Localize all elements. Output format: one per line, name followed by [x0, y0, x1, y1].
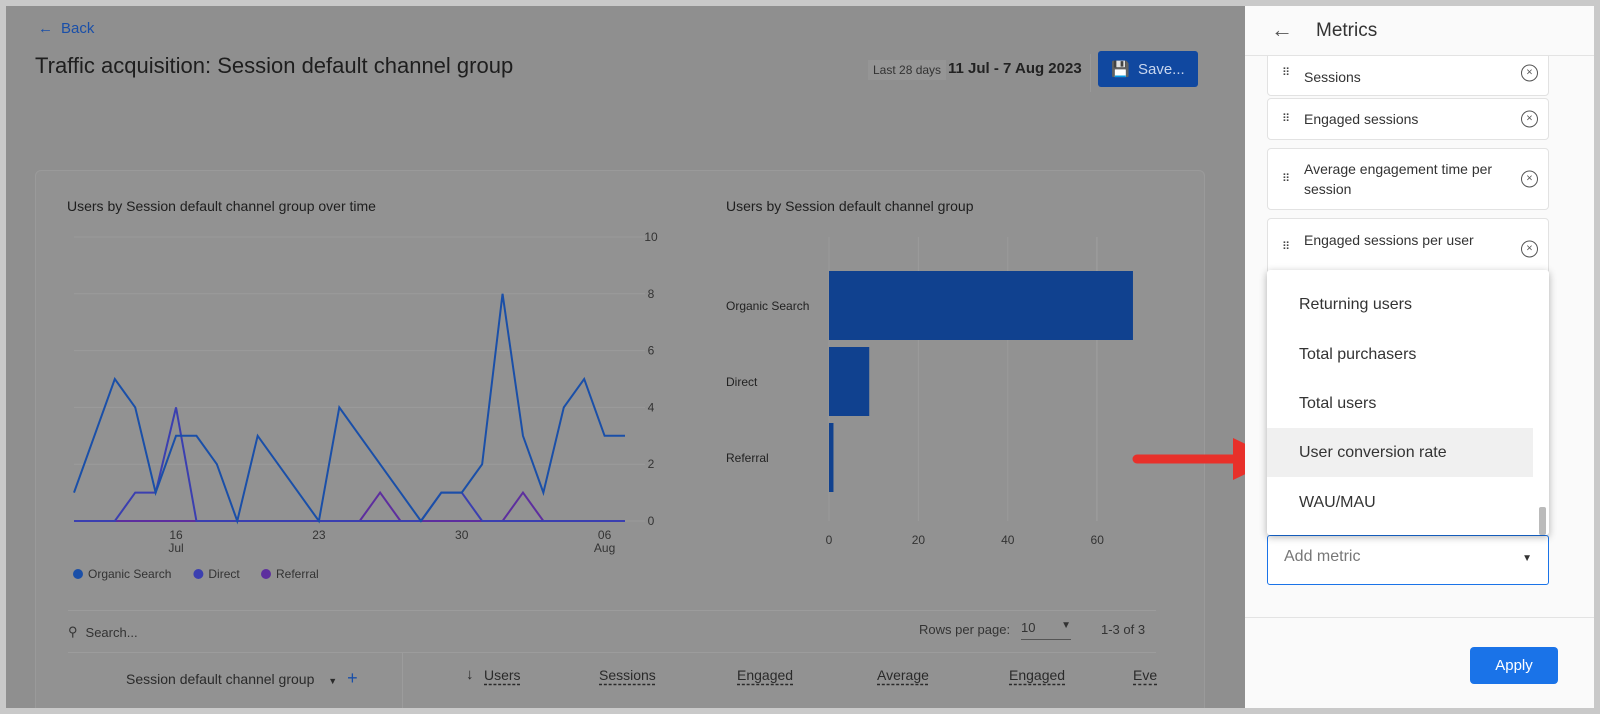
divider — [1090, 54, 1091, 92]
caret-down-icon: ▼ — [328, 676, 338, 686]
drag-handle-icon[interactable]: ⠿ — [1282, 67, 1290, 79]
legend-label: Direct — [208, 567, 240, 581]
remove-icon[interactable]: × — [1521, 240, 1538, 258]
dropdown-item-user-conversion-rate[interactable]: User conversion rate — [1267, 428, 1533, 477]
divider — [68, 610, 1156, 611]
x-tick-label: 60 — [1091, 533, 1105, 547]
x-tick-label: 30 — [455, 528, 469, 542]
date-range-chip: Last 28 days — [868, 60, 947, 80]
column-header-average-engagement[interactable]: Average — [877, 667, 929, 683]
category-label: Organic Search — [726, 299, 809, 313]
remove-icon[interactable]: × — [1521, 110, 1538, 128]
metric-chip-average-engagement-time[interactable]: ⠿ Average engagement time per session × — [1267, 148, 1549, 210]
line-chart-title: Users by Session default channel group o… — [67, 198, 376, 214]
bar-referral — [829, 423, 834, 492]
arrow-left-icon[interactable]: ← — [1271, 17, 1293, 42]
drag-handle-icon[interactable]: ⠿ — [1282, 173, 1290, 185]
rows-per-page-label: Rows per page: — [919, 622, 1011, 637]
y-tick-label: 0 — [648, 514, 655, 528]
metric-chip-engaged-sessions[interactable]: ⠿ Engaged sessions × — [1267, 98, 1549, 140]
category-label: Referral — [726, 451, 769, 465]
x-tick-month-label: Jul — [168, 541, 183, 555]
legend-marker — [261, 569, 271, 579]
scrollbar[interactable] — [1539, 507, 1546, 535]
drag-handle-icon[interactable]: ⠿ — [1282, 241, 1290, 253]
dropdown-item-wau-mau[interactable]: WAU/MAU — [1299, 493, 1376, 511]
metrics-panel: ← Metrics ⠿ Sessions × ⠿ Engaged sessions × … — [1245, 6, 1594, 708]
bar-direct — [829, 347, 870, 416]
dimension-selector[interactable]: Session default channel group ▼ + — [126, 668, 358, 688]
y-tick-label: 4 — [648, 400, 655, 414]
arrow-left-icon: ← — [38, 20, 53, 37]
y-tick-label: 10 — [644, 230, 658, 244]
table-search[interactable]: ⚲ Search... — [68, 624, 138, 640]
x-tick-label: 23 — [312, 528, 326, 542]
drag-handle-icon[interactable]: ⠿ — [1282, 113, 1290, 125]
divider — [1245, 617, 1594, 618]
legend-marker — [73, 569, 83, 579]
date-range-picker[interactable]: 11 Jul - 7 Aug 2023 — [948, 60, 1082, 77]
divider — [68, 652, 1156, 653]
divider — [402, 652, 403, 708]
x-tick-label: 20 — [912, 533, 926, 547]
dropdown-item-total-users[interactable]: Total users — [1299, 394, 1377, 412]
rows-per-page-select[interactable]: 10 ▼ — [1021, 620, 1071, 640]
x-tick-label: 16 — [169, 528, 183, 542]
column-header-events[interactable]: Eve — [1133, 667, 1158, 683]
column-header-engaged-sessions[interactable]: Engaged — [737, 667, 794, 683]
pagination-text: 1-3 of 3 — [1101, 622, 1146, 637]
y-tick-label: 2 — [648, 457, 655, 471]
report-card — [35, 170, 1205, 708]
series-line-direct — [74, 407, 625, 522]
metric-chip-sessions[interactable]: ⠿ Sessions × — [1267, 50, 1549, 96]
legend-label: Referral — [276, 567, 319, 581]
sort-desc-icon: ↓ — [466, 666, 474, 683]
legend-marker — [193, 569, 204, 579]
caret-down-icon: ▼ — [1522, 553, 1532, 564]
back-link[interactable]: ← Back — [38, 20, 95, 37]
dropdown-item-returning-users[interactable]: Returning users — [1299, 295, 1412, 313]
column-header-engaged-sessions-per-user[interactable]: Engaged — [1009, 667, 1066, 683]
page-title: Traffic acquisition: Session default cha… — [35, 53, 514, 78]
metric-dropdown-list: Returning users Total purchasers Total u… — [1267, 270, 1549, 535]
series-line-organic-search — [73, 293, 625, 525]
x-tick-label: 40 — [1001, 533, 1015, 547]
x-tick-label: 06 — [598, 528, 612, 542]
search-icon: ⚲ — [68, 624, 78, 639]
y-tick-label: 8 — [648, 287, 655, 301]
bar-chart-title: Users by Session default channel group — [726, 198, 974, 214]
add-dimension-icon[interactable]: + — [347, 668, 358, 688]
bar-organic-search — [829, 271, 1133, 340]
save-icon: 💾 — [1111, 61, 1130, 78]
apply-button[interactable]: Apply — [1470, 647, 1558, 684]
metric-chip-engaged-sessions-per-user[interactable]: ⠿ Engaged sessions per user × — [1267, 218, 1549, 280]
caret-down-icon: ▼ — [1061, 620, 1071, 631]
x-tick-month-label: Aug — [594, 541, 615, 555]
add-metric-input[interactable]: Add metric ▼ — [1267, 535, 1549, 585]
panel-title: Metrics — [1316, 20, 1378, 41]
x-tick-label: 0 — [826, 533, 833, 547]
y-tick-label: 6 — [648, 344, 655, 358]
panel-header: ← Metrics — [1245, 6, 1594, 56]
remove-icon[interactable]: × — [1521, 64, 1538, 82]
dropdown-item-total-purchasers[interactable]: Total purchasers — [1299, 345, 1417, 363]
series-line-referral — [74, 490, 625, 522]
remove-icon[interactable]: × — [1521, 170, 1538, 188]
category-label: Direct — [726, 375, 758, 389]
column-header-sessions[interactable]: Sessions — [599, 667, 656, 683]
column-header-users[interactable]: Users — [484, 667, 521, 683]
save-button[interactable]: 💾 Save... — [1098, 51, 1198, 87]
legend-label: Organic Search — [88, 567, 171, 581]
